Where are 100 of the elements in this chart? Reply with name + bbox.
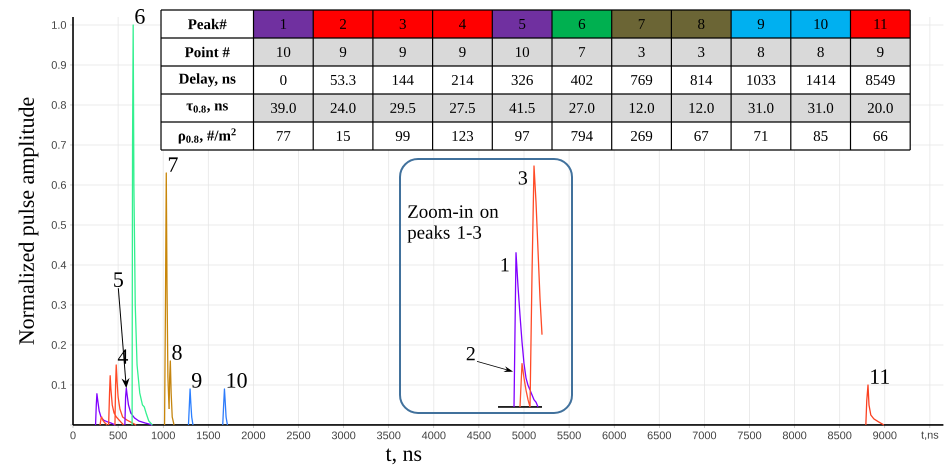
y-axis-title: Normalized pulse amplitude	[18, 98, 38, 345]
data-label: 144	[392, 75, 414, 85]
x-axis-title: Peak#	[188, 18, 227, 30]
data-label: 9	[459, 46, 466, 58]
annotation: 9	[192, 373, 202, 388]
x-tick-label: 5000	[512, 432, 536, 440]
annotation: 7	[168, 157, 178, 172]
x-tick-label: 6500	[648, 432, 672, 440]
x-tick-label: 5500	[557, 432, 581, 440]
x-tick-label: 1	[280, 19, 286, 29]
annotation: 1	[502, 258, 509, 272]
y-tick-label: 0.4	[52, 261, 66, 269]
data-label: 123	[452, 130, 474, 142]
y-tick-label: 1.0	[52, 21, 66, 29]
y-tick-label: 0.7	[52, 141, 66, 149]
data-label: 1033	[747, 74, 776, 86]
data-label: 53.3	[330, 74, 356, 86]
annotation: 2	[466, 347, 475, 360]
y-tick-label: Delay, ns	[178, 73, 236, 87]
data-label: 97	[515, 130, 530, 142]
x-tick-label: 8000	[782, 432, 806, 440]
x-tick-label: 4	[459, 19, 466, 29]
annotation: 8	[172, 344, 182, 360]
data-label: 0	[280, 74, 287, 86]
y-tick-label: 0.8	[52, 101, 66, 109]
x-tick-label: 2500	[286, 432, 310, 440]
data-label: 10	[516, 46, 530, 58]
x-tick-label: 6000	[602, 432, 626, 440]
x-tick-label: 3500	[376, 432, 400, 440]
x-tick-label: 7	[638, 19, 645, 29]
data-label: 39.0	[271, 102, 296, 114]
annotation: Zoom-in on peaks 1-3	[408, 205, 498, 243]
x-tick-label: 500	[109, 432, 127, 440]
data-label: 20.0	[868, 102, 893, 114]
data-label: 402	[570, 74, 592, 86]
x-tick-label: 11	[874, 19, 887, 29]
annotation: 5	[114, 272, 123, 287]
x-tick-label: 3	[400, 18, 406, 30]
x-tick-label: 1000	[152, 432, 175, 440]
data-label: 29.5	[390, 102, 416, 114]
x-tick-label: 1500	[196, 432, 220, 440]
x-tick-label: 6	[578, 18, 586, 30]
data-label: 77	[276, 131, 290, 141]
data-label: 269	[631, 130, 652, 142]
x-tick-label: 4000	[422, 432, 446, 440]
data-label: 24.0	[330, 102, 356, 114]
data-label: 7	[579, 47, 586, 57]
data-label: 1414	[807, 75, 836, 85]
x-tick-label: 8500	[828, 432, 852, 440]
y-tick-label: 0.5	[52, 221, 66, 229]
data-label: 10	[277, 46, 290, 58]
y-tick-label: ρ$_{0.8}$, #/m$^{2}$	[178, 128, 236, 144]
data-label: 794	[572, 130, 593, 142]
data-label: 27.5	[450, 102, 475, 114]
x-tick-label: 4500	[466, 432, 491, 440]
y-tick-label: 0.6	[52, 181, 66, 189]
x-tick-label: 5	[519, 19, 526, 29]
y-tick-label: Point #	[184, 46, 230, 58]
y-tick-label: 0.1	[52, 381, 66, 389]
data-label: 15	[336, 130, 350, 141]
data-label: 31.0	[748, 102, 774, 114]
y-tick-label: 0.9	[52, 61, 66, 69]
x-tick-label: 7500	[738, 432, 762, 440]
x-tick-label: 2000	[242, 432, 266, 440]
annotation: 10	[228, 372, 247, 388]
y-tick-label: τ$_{0.8}$, ns	[186, 103, 228, 113]
x-tick-label: t,ns	[921, 432, 938, 440]
data-label: 814	[690, 74, 712, 86]
x-tick-label: 2	[340, 19, 346, 29]
x-tick-label: 0	[70, 432, 76, 440]
data-label: 71	[754, 131, 768, 141]
data-label: 12.0	[689, 102, 714, 114]
data-label: 85	[814, 130, 828, 142]
x-tick-label: 8	[698, 18, 704, 30]
data-label: 8	[817, 46, 824, 58]
data-label: 67	[694, 130, 708, 142]
data-label: 3	[698, 46, 704, 58]
data-label: 9	[400, 46, 406, 58]
y-tick-label: 0.3	[52, 301, 66, 309]
data-label: 8	[758, 46, 764, 58]
x-tick-label: 9000	[873, 432, 897, 440]
data-label: 99	[396, 130, 410, 142]
data-label: 31.0	[808, 102, 834, 114]
data-label: 41.5	[509, 102, 535, 114]
x-tick-label: 3000	[332, 432, 356, 440]
data-label: 27.0	[569, 102, 594, 114]
data-label: 8549	[866, 74, 895, 86]
x-tick-label: 7000	[692, 432, 716, 440]
data-label: 214	[452, 75, 474, 85]
x-axis-title: t, ns	[386, 448, 422, 464]
data-label: 12.0	[630, 102, 654, 114]
data-label: 326	[512, 74, 533, 86]
data-label: 9	[877, 46, 884, 58]
data-label: 769	[631, 74, 652, 86]
annotation: 3	[518, 171, 528, 185]
data-label: 9	[340, 46, 346, 58]
annotation: 11	[871, 369, 889, 384]
y-tick-label: 0.2	[52, 341, 66, 349]
x-tick-label: 10	[814, 18, 828, 30]
data-label: 66	[874, 130, 888, 142]
